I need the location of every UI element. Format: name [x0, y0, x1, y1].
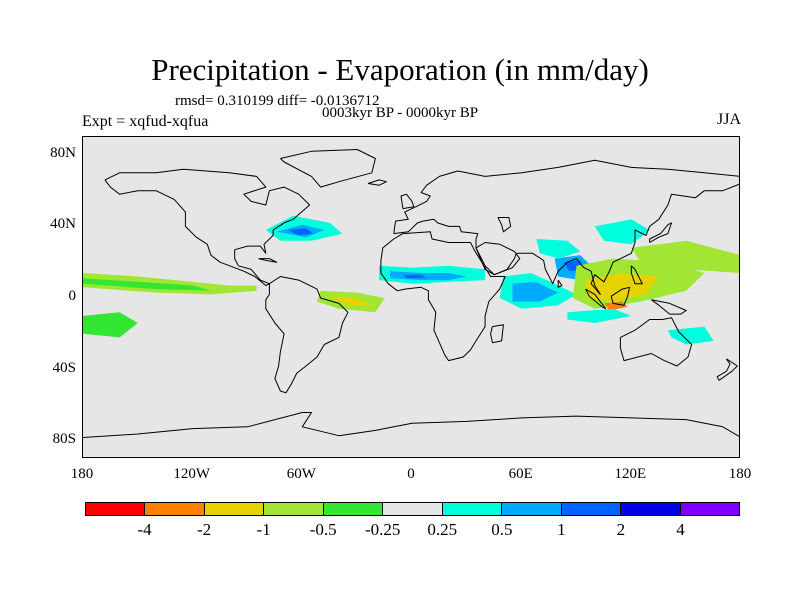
- colorbar: [85, 502, 740, 516]
- colorbar-label: -2: [196, 520, 212, 539]
- colorbar-label: -0.5: [309, 520, 337, 539]
- map-frame: [82, 136, 740, 458]
- colorbar-label: 2: [616, 520, 626, 539]
- anomaly-south-indian-wet: [567, 308, 632, 323]
- coastline-philippines: [630, 265, 643, 285]
- colorbar-label: 1: [557, 520, 566, 539]
- x-tick-label: 120W: [173, 466, 210, 482]
- anomaly-sahel-peak: [402, 274, 427, 279]
- coastline-south-america: [265, 276, 349, 394]
- x-tick-label: 180: [728, 466, 752, 482]
- x-tick-label: 60W: [286, 466, 316, 482]
- coastline-caspian-sea: [497, 217, 512, 233]
- colorbar-label: 4: [676, 520, 685, 539]
- colorbar-label: -4: [137, 520, 152, 539]
- anomaly-coral-sea-wet: [667, 326, 714, 345]
- coastline-sri-lanka: [557, 279, 563, 288]
- period-text: 0003kyr BP - 0000kyr BP: [322, 105, 479, 121]
- colorbar-label: -0.25: [365, 520, 401, 539]
- coastline-borneo: [610, 286, 630, 306]
- coastline-arabia: [475, 242, 521, 276]
- season-label: JJA: [717, 111, 742, 128]
- anomaly-east-asia-wet: [594, 219, 650, 245]
- colorbar-swatch: [502, 503, 562, 515]
- colorbar-swatch: [145, 503, 205, 515]
- coastline-new-zealand: [716, 358, 738, 381]
- coastline-madagascar: [490, 324, 504, 344]
- y-tick-label: 40N: [50, 216, 76, 233]
- x-tick-label: 60E: [508, 466, 533, 482]
- x-tick-label: 180: [70, 466, 94, 482]
- coastline-britain: [400, 193, 415, 210]
- y-tick-label: 0: [68, 288, 77, 304]
- x-tick-label: 0: [407, 466, 415, 482]
- x-tick-label: 120E: [614, 466, 647, 482]
- anomaly-regions: [83, 215, 739, 345]
- anomaly-pacific-itcz-inner: [83, 278, 211, 291]
- experiment-label: Expt = xqfud-xqfua: [82, 113, 209, 130]
- colorbar-label: -1: [256, 520, 271, 539]
- colorbar-label: 0.25: [427, 520, 458, 539]
- colorbar-swatch: [383, 503, 443, 515]
- anomaly-maritime-continent-peak: [603, 301, 628, 311]
- anomaly-india-north-wet: [536, 239, 581, 259]
- anomaly-tropical-atlantic-core: [329, 296, 372, 306]
- coastline-antarctica: [83, 412, 739, 438]
- coastline-greenland: [280, 149, 376, 188]
- chart-title: Precipitation - Evaporation (in mm/day): [151, 52, 649, 87]
- map-svg: [83, 137, 739, 457]
- colorbar-swatch: [442, 503, 503, 515]
- coastline-north-america: [104, 168, 311, 286]
- y-tick-label: 80S: [52, 431, 76, 448]
- coastline-iceland: [367, 179, 387, 186]
- anomaly-south-pacific-band: [83, 312, 138, 338]
- coastline-sumatra: [585, 288, 607, 310]
- stats-text: rmsd= 0.310199 diff= -0.0136712: [175, 93, 380, 109]
- anomaly-gulf-stream-peak: [287, 228, 314, 236]
- coastline-australia: [619, 317, 693, 367]
- coastline-cuba: [258, 258, 278, 263]
- y-tick-label: 80N: [50, 144, 76, 161]
- coastline-africa: [380, 231, 506, 362]
- colorbar-swatch: [86, 503, 146, 515]
- colorbar-label: 0.5: [491, 520, 513, 539]
- colorbar-swatch: [621, 503, 681, 515]
- anomaly-west-pacific-north-dry: [631, 240, 739, 273]
- colorbar-swatch: [264, 503, 324, 515]
- coastline-japan: [649, 222, 672, 243]
- colorbar-swatch: [323, 503, 384, 515]
- y-tick-label: 40S: [52, 359, 76, 376]
- colorbar-swatch: [204, 503, 265, 515]
- coastline-new-guinea: [651, 299, 687, 315]
- coastline-europe-asia: [393, 159, 739, 295]
- colorbar-swatch: [680, 503, 739, 515]
- anomaly-arabian-sea-core: [512, 281, 559, 302]
- colorbar-swatch: [561, 503, 622, 515]
- anomaly-pacific-itcz-north: [83, 273, 257, 295]
- coastlines: [83, 149, 739, 438]
